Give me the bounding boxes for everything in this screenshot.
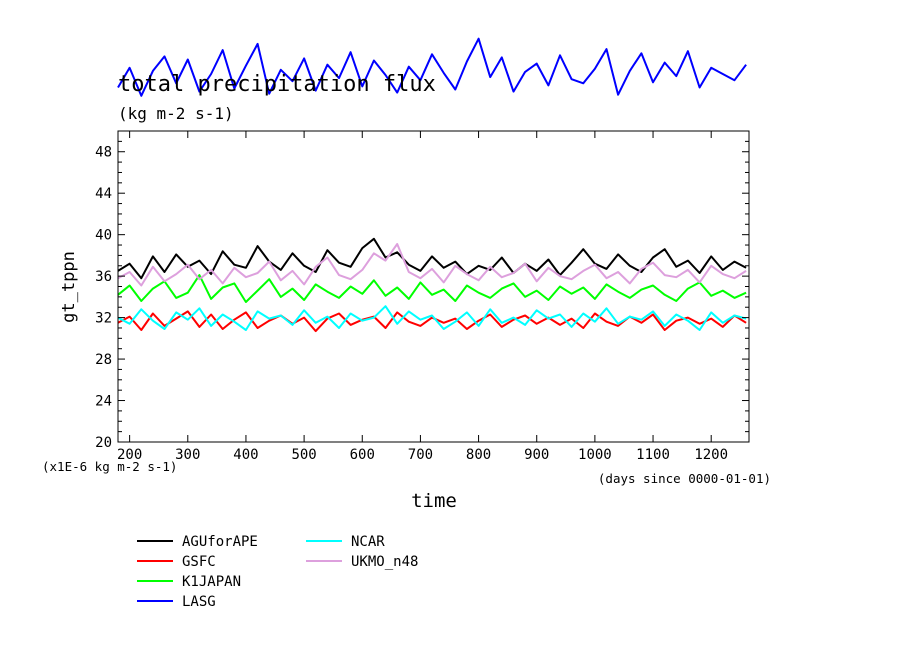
y-tick-label: 40 xyxy=(95,228,112,244)
x-tick-label: 800 xyxy=(466,447,491,463)
x-tick-label: 500 xyxy=(291,447,316,463)
series-line-aguforape xyxy=(117,237,747,280)
series-layer xyxy=(117,37,747,333)
legend-label-gsfc: GSFC xyxy=(182,554,216,570)
x-tick-label: 1200 xyxy=(694,447,728,463)
x-tick-label: 200 xyxy=(117,447,142,463)
y-tick-label: 32 xyxy=(95,311,112,327)
legend: AGUforAPE GSFC K1JAPAN LASG NCAR UKMO_n48 xyxy=(137,534,418,610)
series-line-lasg xyxy=(117,37,747,97)
legend-label-ukmo-n48: UKMO_n48 xyxy=(351,554,418,570)
y-tick-label: 28 xyxy=(95,352,112,368)
x-tick-label: 1100 xyxy=(636,447,670,463)
x-tick-label: 600 xyxy=(350,447,375,463)
x-axis: 200 300 400 500 600 700 800 900 1000 1100 1200 xyxy=(117,131,728,463)
legend-label-ncar: NCAR xyxy=(351,534,385,550)
series-line-ncar xyxy=(117,305,747,331)
x-tick-label: 1000 xyxy=(578,447,612,463)
x-tick-label: 300 xyxy=(175,447,200,463)
y-multiplier-label: (x1E-6 kg m-2 s-1) xyxy=(42,459,177,474)
y-tick-label: 48 xyxy=(95,145,112,161)
x-tick-label: 400 xyxy=(233,447,258,463)
legend-label-k1japan: K1JAPAN xyxy=(182,574,241,590)
chart-title: total precipitation flux xyxy=(118,72,436,97)
x-tick-label: 700 xyxy=(408,447,433,463)
x-tick-label: 900 xyxy=(524,447,549,463)
y-tick-label: 24 xyxy=(95,394,112,410)
x-axis-label: time xyxy=(411,490,457,512)
y-tick-label: 36 xyxy=(95,269,112,285)
legend-label-lasg: LASG xyxy=(182,594,216,610)
legend-label-aguforape: AGUforAPE xyxy=(182,534,258,550)
series-line-ukmo-n48 xyxy=(117,243,747,287)
y-axis-label: gt_tppn xyxy=(59,251,79,323)
series-line-gsfc xyxy=(117,310,747,333)
y-tick-label: 20 xyxy=(95,435,112,451)
y-axis: 20 24 28 32 36 40 44 48 xyxy=(95,130,749,451)
y-tick-label: 44 xyxy=(95,186,112,202)
series-line-k1japan xyxy=(117,274,747,303)
x-units-label: (days since 0000-01-01) xyxy=(598,471,771,486)
units-label: (kg m-2 s-1) xyxy=(118,104,234,123)
